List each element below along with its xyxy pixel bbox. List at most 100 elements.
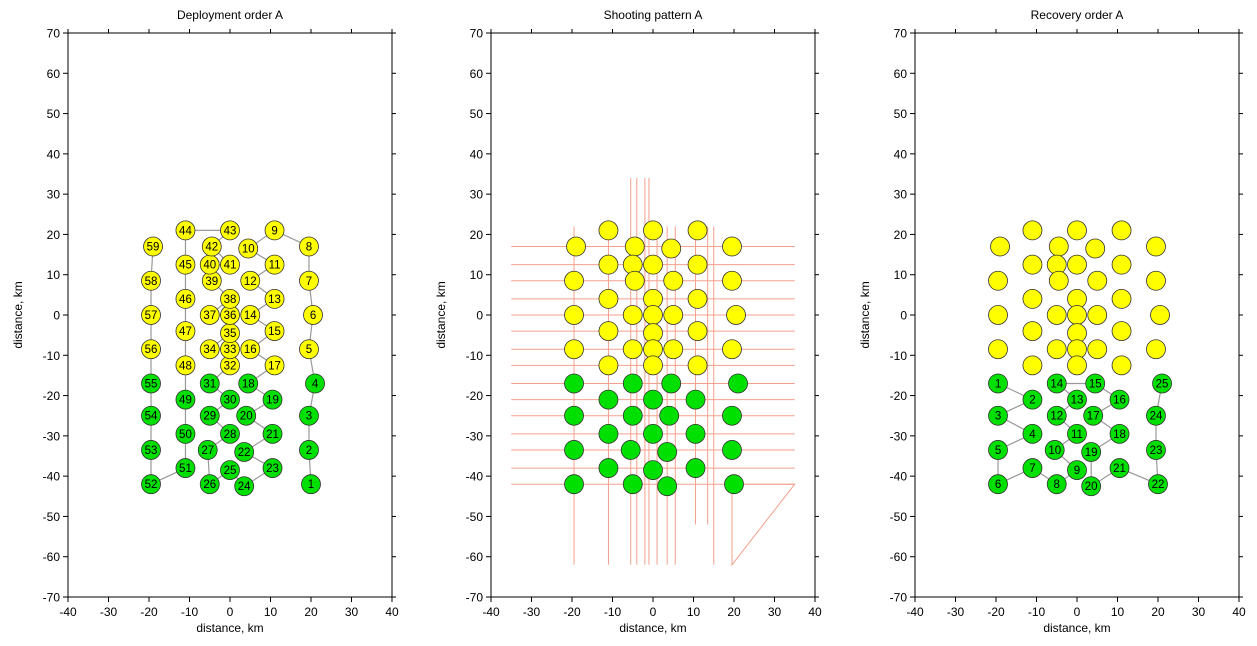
station-marker	[1046, 339, 1067, 360]
station-label: 48	[179, 360, 192, 372]
station-marker	[197, 440, 218, 460]
y-tick-label: 0	[900, 309, 907, 323]
y-tick-label: -60	[466, 550, 484, 564]
deployment-order-panel: Deployment order A-40 -30 -20 -10 0 10 20 30 40-…	[11, 8, 399, 635]
station-marker	[1067, 305, 1087, 325]
station-marker	[598, 389, 619, 410]
station-marker	[1067, 220, 1087, 241]
station-marker	[564, 305, 584, 325]
y-tick-label: 10	[47, 268, 61, 282]
y-tick-label: 10	[470, 268, 484, 282]
station-marker	[262, 458, 283, 478]
station-marker	[624, 236, 645, 257]
x-axis-label: distance, km	[619, 621, 686, 635]
shooting-pattern-panel: Shooting pattern A -40 -30 -20 -10 0 10 20 30 40 -…	[434, 8, 822, 635]
station-marker	[988, 440, 1008, 460]
station-marker	[220, 288, 240, 309]
x-tick-label: 0	[227, 605, 234, 619]
station-marker	[175, 423, 196, 444]
station-marker	[1146, 440, 1166, 460]
station-label: 1	[308, 479, 314, 491]
station-label: 6	[310, 310, 316, 322]
station-label: 19	[1085, 447, 1098, 459]
station-marker	[1081, 476, 1102, 497]
y-tick-label: 20	[470, 228, 484, 242]
station-marker	[299, 405, 319, 426]
station-label: 9	[1074, 465, 1080, 477]
y-tick-label: 40	[47, 147, 61, 161]
station-marker	[663, 270, 684, 291]
x-tick-label: -10	[604, 605, 622, 619]
station-marker	[1022, 458, 1043, 478]
station-marker	[622, 373, 643, 394]
station-label: 24	[1150, 411, 1163, 423]
station-marker	[1022, 389, 1043, 410]
station-marker	[1046, 474, 1067, 495]
station-label: 15	[268, 326, 281, 338]
station-marker	[564, 270, 584, 291]
station-marker	[643, 305, 663, 325]
station-marker	[988, 405, 1008, 426]
y-tick-label: 30	[894, 188, 908, 202]
station-label: 35	[224, 328, 237, 340]
station-marker	[1087, 305, 1108, 325]
x-tick-label: -30	[523, 605, 541, 619]
station-marker	[1150, 305, 1170, 325]
y-tick-label: -30	[466, 429, 484, 443]
station-marker	[1109, 389, 1130, 410]
station-marker	[234, 476, 255, 497]
station-label: 53	[145, 445, 158, 457]
station-label: 49	[179, 395, 192, 407]
station-label: 29	[203, 411, 216, 423]
station-label: 12	[244, 276, 257, 288]
station-marker	[264, 321, 285, 342]
station-marker	[722, 339, 742, 360]
station-marker	[1085, 238, 1106, 259]
y-tick-label: -50	[466, 510, 484, 524]
station-marker	[988, 339, 1008, 360]
station-marker	[598, 321, 619, 342]
station-marker	[141, 305, 161, 325]
station-marker	[199, 373, 220, 394]
station-label: 2	[1029, 395, 1035, 407]
station-marker	[240, 339, 261, 360]
station-marker	[1046, 405, 1067, 426]
station-marker	[990, 236, 1010, 257]
station-label: 26	[203, 479, 216, 491]
y-tick-label: 70	[470, 27, 484, 41]
station-marker	[685, 423, 706, 444]
station-marker	[141, 339, 161, 360]
station-marker	[175, 254, 196, 275]
y-tick-label: -20	[43, 389, 61, 403]
station-marker	[724, 474, 744, 495]
station-marker	[175, 321, 196, 342]
station-label: 10	[1048, 445, 1061, 457]
station-marker	[1022, 321, 1043, 342]
station-label: 14	[244, 310, 257, 322]
y-axis-label: distance, km	[858, 281, 872, 348]
y-tick-label: -20	[890, 389, 908, 403]
station-marker	[175, 458, 196, 478]
station-marker	[722, 440, 742, 460]
station-label: 10	[242, 244, 255, 256]
y-tick-label: -70	[466, 591, 484, 605]
station-label: 37	[203, 310, 216, 322]
y-axis-label: distance, km	[11, 281, 25, 348]
station-label: 20	[240, 411, 253, 423]
y-tick-label: -30	[43, 429, 61, 443]
station-marker	[264, 288, 285, 309]
station-marker	[220, 389, 240, 410]
x-tick-label: -20	[987, 605, 1005, 619]
station-marker	[1048, 270, 1069, 291]
station-label: 8	[1054, 479, 1060, 491]
station-label: 17	[268, 360, 281, 372]
station-marker	[661, 238, 682, 259]
x-tick-label: -40	[906, 605, 924, 619]
x-tick-label: -20	[563, 605, 581, 619]
station-label: 13	[1071, 395, 1084, 407]
y-tick-label: -50	[890, 510, 908, 524]
station-marker	[262, 423, 283, 444]
station-marker	[299, 236, 319, 257]
station-marker	[663, 305, 684, 325]
